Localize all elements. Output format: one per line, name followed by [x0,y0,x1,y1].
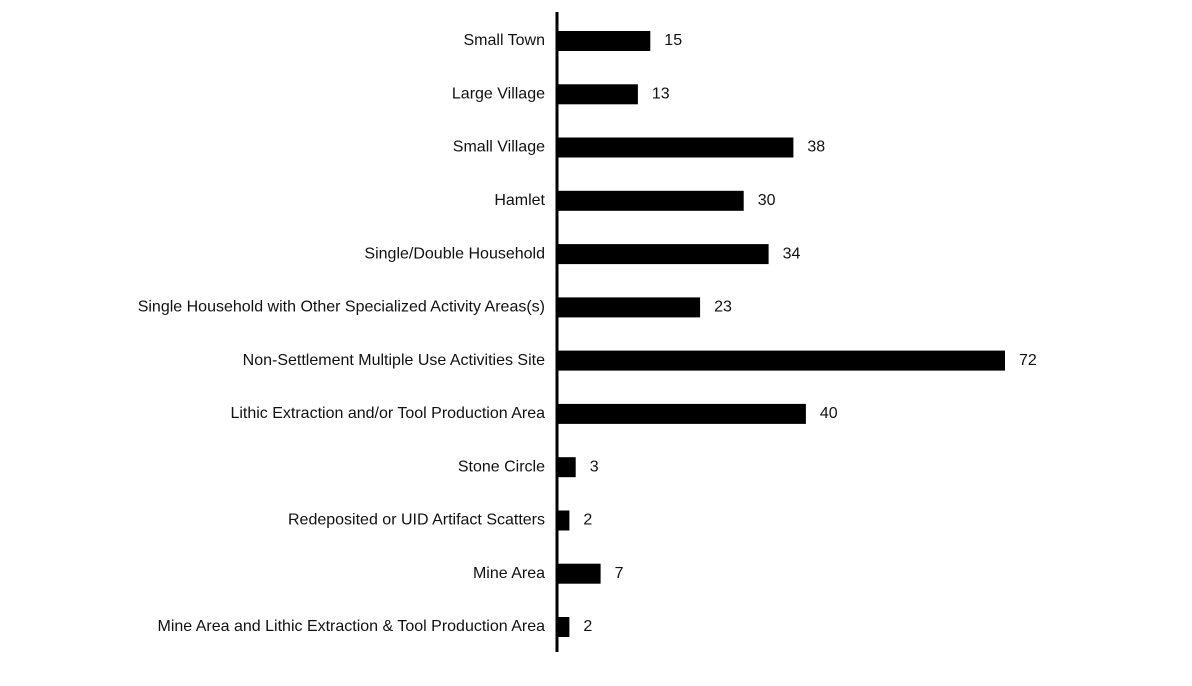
bar [557,617,570,637]
bars-group [557,31,1005,637]
bar [557,137,794,158]
value-label: 38 [807,139,825,156]
bar [557,190,744,211]
bar [557,84,638,105]
category-label: Single/Double Household [364,245,545,262]
value-label: 23 [714,299,732,316]
bar [557,457,576,478]
category-label: Stone Circle [458,458,545,475]
category-label: Lithic Extraction and/or Tool Production… [230,405,545,422]
category-label: Small Village [453,139,545,156]
value-label: 40 [820,405,838,422]
value-label: 15 [664,32,682,49]
category-label: Redeposited or UID Artifact Scatters [288,512,545,529]
bar [557,297,701,318]
category-label: Hamlet [494,192,545,209]
bar [557,31,651,51]
value-label: 30 [758,192,776,209]
value-label: 3 [590,458,599,475]
bar [557,403,806,424]
category-label: Large Village [452,86,545,103]
category-label: Single Household with Other Specialized … [138,299,545,316]
category-label: Mine Area [473,565,545,582]
category-label: Non-Settlement Multiple Use Activities S… [243,352,545,369]
bar [557,510,570,531]
bar [557,563,601,584]
category-label: Mine Area and Lithic Extraction & Tool P… [158,618,546,635]
category-label: Small Town [463,32,545,49]
bar [557,244,769,265]
value-label: 13 [652,86,670,103]
value-label: 72 [1019,352,1037,369]
value-label: 2 [583,512,592,529]
value-label: 34 [783,245,801,262]
value-label: 7 [615,565,624,582]
bar [557,350,1005,371]
category-labels-group: Small Town Large Village Small Village Haml… [138,32,546,635]
value-label: 2 [583,618,592,635]
